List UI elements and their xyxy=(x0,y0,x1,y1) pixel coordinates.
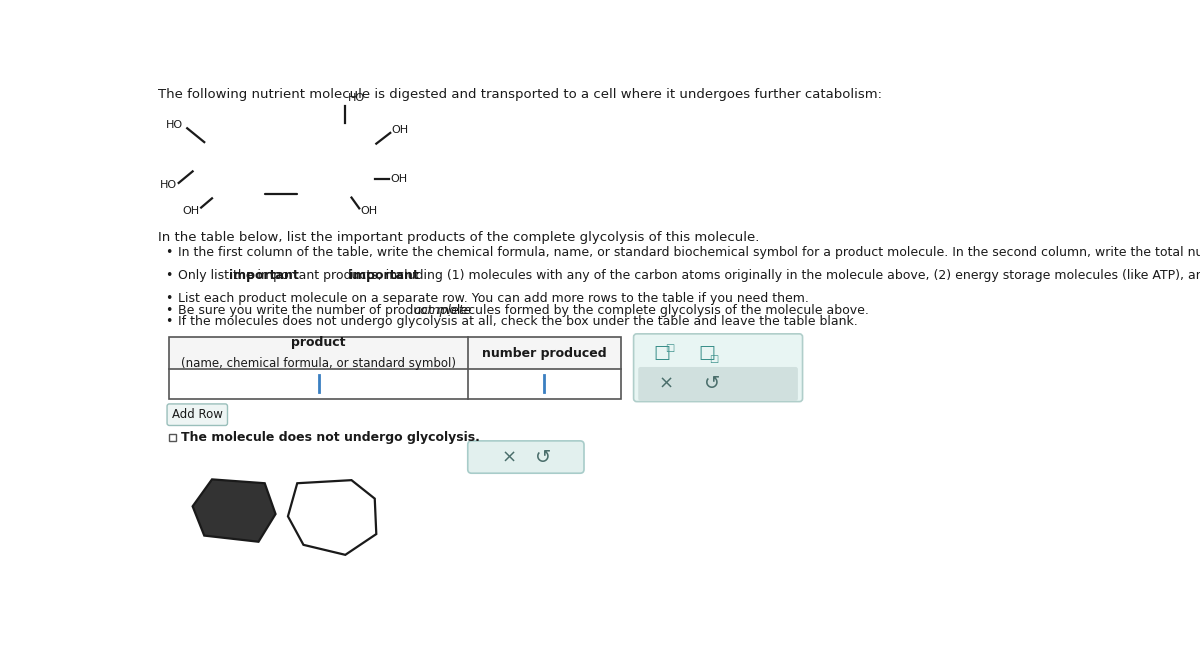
Text: •: • xyxy=(166,315,173,328)
Polygon shape xyxy=(193,479,276,541)
Text: important: important xyxy=(349,269,419,282)
Text: (name, chemical formula, or standard symbol): (name, chemical formula, or standard sym… xyxy=(181,357,456,370)
FancyBboxPatch shape xyxy=(167,404,228,425)
Text: OH: OH xyxy=(391,125,409,135)
Text: List each product molecule on a separate row. You can add more rows to the table: List each product molecule on a separate… xyxy=(178,293,809,305)
Text: □: □ xyxy=(698,344,715,362)
FancyBboxPatch shape xyxy=(468,441,584,473)
FancyBboxPatch shape xyxy=(634,334,803,402)
Text: ↺: ↺ xyxy=(535,448,551,466)
Text: HO: HO xyxy=(166,120,182,130)
Text: □: □ xyxy=(653,344,670,362)
Text: OH: OH xyxy=(390,174,407,184)
Text: complete: complete xyxy=(414,304,472,317)
Text: □: □ xyxy=(665,343,674,353)
Text: If the molecules does not undergo glycolysis at all, check the box under the tab: If the molecules does not undergo glycol… xyxy=(178,315,858,328)
Text: product: product xyxy=(292,336,346,349)
Text: ×: × xyxy=(502,448,516,466)
Text: ×: × xyxy=(659,375,673,393)
Text: OH: OH xyxy=(361,207,378,217)
Text: □: □ xyxy=(709,354,719,364)
Text: HO: HO xyxy=(348,93,365,103)
Text: OH: OH xyxy=(182,205,199,215)
Text: •: • xyxy=(166,304,173,317)
Text: Only list the important products, including (1) molecules with any of the carbon: Only list the important products, includ… xyxy=(178,269,1200,282)
Text: number produced: number produced xyxy=(482,347,607,360)
Bar xyxy=(169,337,622,399)
Text: The following nutrient molecule is digested and transported to a cell where it u: The following nutrient molecule is diges… xyxy=(157,88,882,101)
Text: In the table below, list the important products of the complete glycolysis of th: In the table below, list the important p… xyxy=(157,231,760,244)
Text: ↺: ↺ xyxy=(704,374,721,393)
Text: In the first column of the table, write the chemical formula, name, or standard : In the first column of the table, write … xyxy=(178,246,1200,259)
Text: HO: HO xyxy=(160,180,178,191)
Text: The molecule does not undergo glycolysis.: The molecule does not undergo glycolysis… xyxy=(181,431,480,444)
Bar xyxy=(169,434,176,441)
Bar xyxy=(169,337,622,369)
Text: important: important xyxy=(229,269,299,282)
FancyBboxPatch shape xyxy=(638,367,798,401)
Text: Add Row: Add Row xyxy=(172,408,223,421)
Text: •: • xyxy=(166,269,173,282)
Text: •: • xyxy=(166,293,173,305)
Text: Be sure you write the number of product molecules formed by the complete glycoly: Be sure you write the number of product … xyxy=(178,304,869,317)
Text: •: • xyxy=(166,246,173,259)
